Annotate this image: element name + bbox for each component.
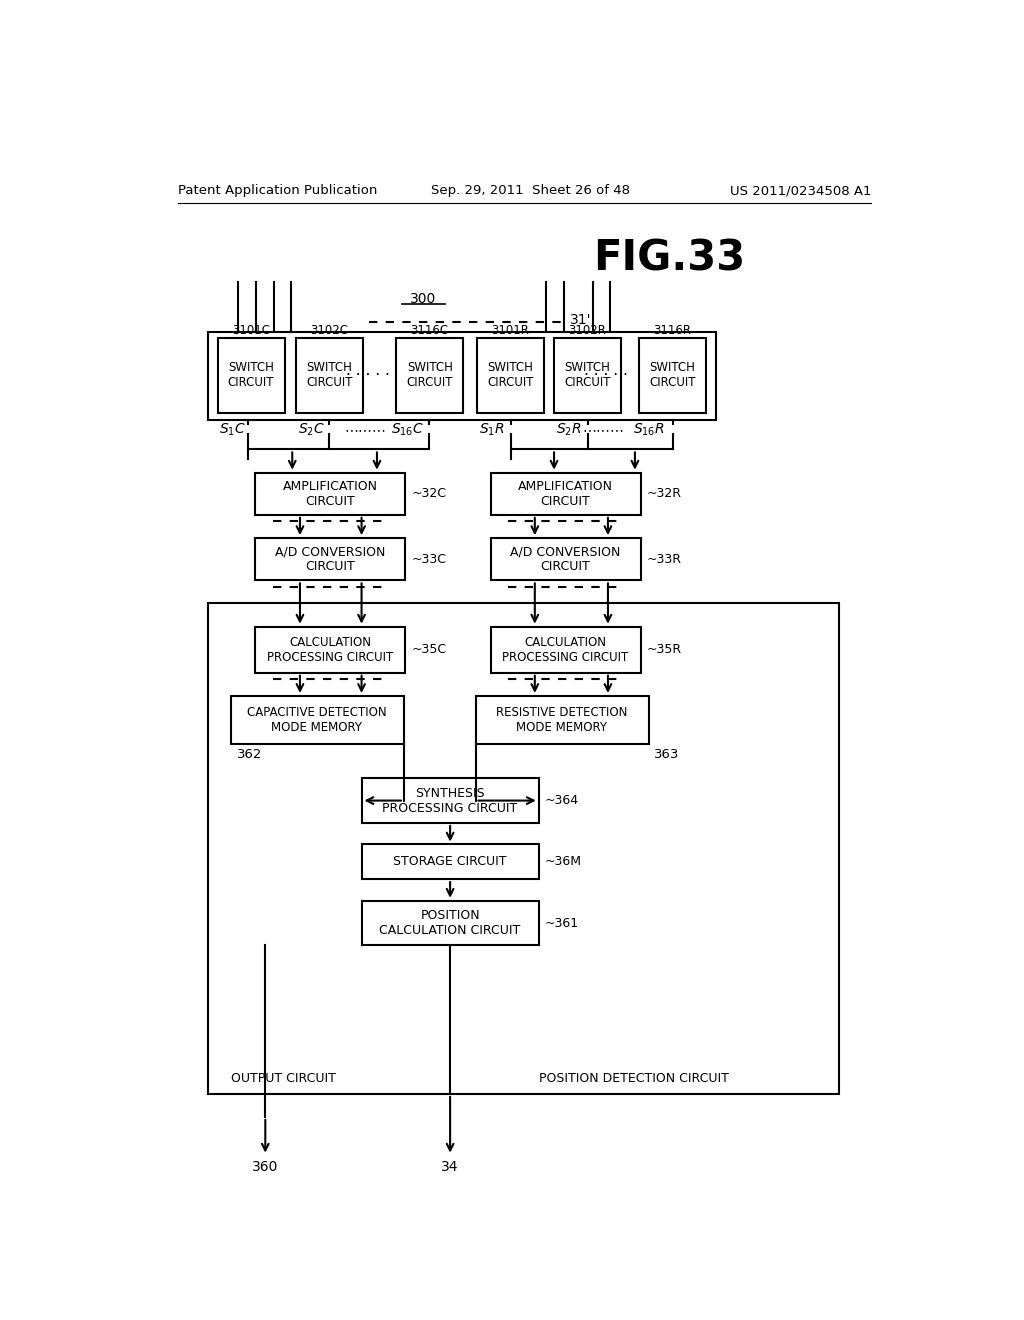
Bar [255,627,406,673]
Text: 363: 363 [654,748,680,760]
Text: $S_{16}R$: $S_{16}R$ [634,421,666,438]
Bar [475,696,649,743]
Text: 3102C: 3102C [310,323,348,337]
Text: ~35C: ~35C [412,643,446,656]
Text: 360: 360 [252,1160,279,1173]
Text: 362: 362 [237,748,262,760]
Bar [255,539,406,581]
Text: · · · · ·: · · · · · [585,368,629,383]
Text: ~364: ~364 [545,795,579,807]
Text: $\cdots\cdots\cdots$: $\cdots\cdots\cdots$ [582,422,624,437]
Text: ~36M: ~36M [545,855,582,869]
Text: $S_1R$: $S_1R$ [478,421,504,438]
Text: SYNTHESIS
PROCESSING CIRCUIT: SYNTHESIS PROCESSING CIRCUIT [383,787,518,814]
Text: SWITCH
CIRCUIT: SWITCH CIRCUIT [227,362,274,389]
Text: $\cdots\cdots\cdots$: $\cdots\cdots\cdots$ [344,422,386,437]
Bar [477,338,544,412]
Text: POSITION
CALCULATION CIRCUIT: POSITION CALCULATION CIRCUIT [380,909,521,937]
Bar [490,473,641,515]
Text: CALCULATION
PROCESSING CIRCUIT: CALCULATION PROCESSING CIRCUIT [503,636,629,664]
Text: SWITCH
CIRCUIT: SWITCH CIRCUIT [306,362,353,389]
Bar [554,338,621,412]
Text: ~32C: ~32C [412,487,446,500]
Text: $S_2R$: $S_2R$ [556,421,582,438]
Text: 3102R: 3102R [568,323,606,337]
Text: 3116C: 3116C [411,323,449,337]
Text: ~35R: ~35R [646,643,682,656]
Text: 3101R: 3101R [492,323,529,337]
Bar [490,539,641,581]
Bar [396,338,463,412]
Text: FIG.33: FIG.33 [594,238,745,280]
Text: ~361: ~361 [545,916,579,929]
Text: CAPACITIVE DETECTION
MODE MEMORY: CAPACITIVE DETECTION MODE MEMORY [247,706,387,734]
Text: A/D CONVERSION
CIRCUIT: A/D CONVERSION CIRCUIT [274,545,385,573]
Text: 300: 300 [410,292,436,306]
Text: SWITCH
CIRCUIT: SWITCH CIRCUIT [649,362,695,389]
Bar [208,331,716,420]
Bar [230,696,403,743]
Bar [639,338,706,412]
Text: OUTPUT CIRCUIT: OUTPUT CIRCUIT [230,1072,336,1085]
Text: AMPLIFICATION
CIRCUIT: AMPLIFICATION CIRCUIT [518,479,613,508]
Text: · · · · ·: · · · · · [346,368,390,383]
Text: ~32R: ~32R [646,487,681,500]
Text: A/D CONVERSION
CIRCUIT: A/D CONVERSION CIRCUIT [510,545,621,573]
Text: 31': 31' [569,313,591,327]
Text: Sep. 29, 2011  Sheet 26 of 48: Sep. 29, 2011 Sheet 26 of 48 [431,185,630,197]
Text: SWITCH
CIRCUIT: SWITCH CIRCUIT [564,362,610,389]
Text: AMPLIFICATION
CIRCUIT: AMPLIFICATION CIRCUIT [283,479,378,508]
Text: ~33R: ~33R [646,553,681,566]
Bar [361,779,539,822]
Bar [255,473,406,515]
Text: $S_2C$: $S_2C$ [298,421,326,438]
Text: 3101C: 3101C [232,323,270,337]
Bar [217,338,285,412]
Text: ~33C: ~33C [412,553,446,566]
Text: POSITION DETECTION CIRCUIT: POSITION DETECTION CIRCUIT [539,1072,728,1085]
Text: SWITCH
CIRCUIT: SWITCH CIRCUIT [487,362,534,389]
Text: STORAGE CIRCUIT: STORAGE CIRCUIT [393,855,507,869]
Text: CALCULATION
PROCESSING CIRCUIT: CALCULATION PROCESSING CIRCUIT [267,636,393,664]
Bar [296,338,364,412]
Text: $S_{16}C$: $S_{16}C$ [391,421,424,438]
Text: RESISTIVE DETECTION
MODE MEMORY: RESISTIVE DETECTION MODE MEMORY [496,706,628,734]
Bar [361,900,539,945]
Bar [208,603,839,1094]
Text: 3116R: 3116R [653,323,691,337]
Text: SWITCH
CIRCUIT: SWITCH CIRCUIT [407,362,453,389]
Bar [490,627,641,673]
Text: US 2011/0234508 A1: US 2011/0234508 A1 [730,185,871,197]
Text: Patent Application Publication: Patent Application Publication [178,185,378,197]
Text: $S_1C$: $S_1C$ [219,421,246,438]
Bar [361,845,539,879]
Text: 34: 34 [441,1160,459,1173]
